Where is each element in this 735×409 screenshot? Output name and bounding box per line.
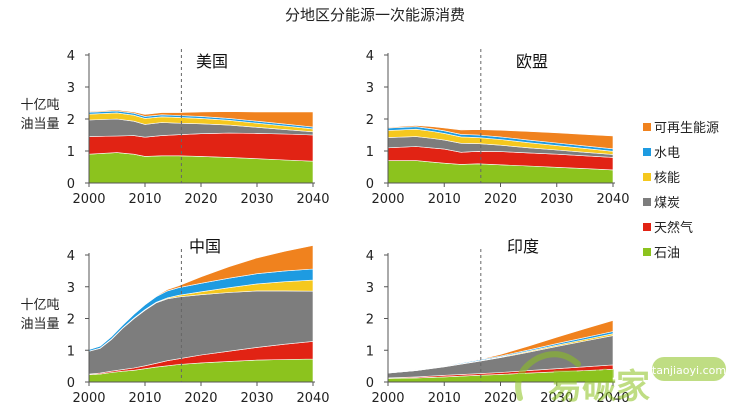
panel-title: 美国 <box>196 52 228 71</box>
x-tick-label: 2010 <box>428 192 461 207</box>
x-tick-label: 2000 <box>371 391 404 406</box>
y-tick-label: 0 <box>67 177 75 192</box>
y-tick-label: 4 <box>67 49 75 64</box>
y-tick-label: 3 <box>67 281 75 296</box>
y-tick-label: 4 <box>366 49 374 64</box>
legend-item: 可再生能源 <box>643 121 719 136</box>
legend-label: 石油 <box>654 246 680 261</box>
legend-swatch <box>643 198 651 206</box>
watermark-text: 易碳家 <box>548 367 650 407</box>
y-tick-label: 0 <box>366 177 374 192</box>
y-axis-label: 十亿吨油当量 <box>20 98 59 132</box>
x-tick-label: 2010 <box>128 391 161 406</box>
y-tick-label: 1 <box>366 145 374 160</box>
x-tick-label: 2020 <box>184 192 217 207</box>
chart-panel-4: 0 1 2 3 4 2000 2010 2020 2030 2040 印度 <box>366 237 630 406</box>
area-可再生能源 <box>387 319 614 374</box>
watermark-badge <box>652 357 726 381</box>
y-tick-label: 0 <box>67 376 75 391</box>
legend-swatch <box>643 123 651 131</box>
x-tick-label: 2040 <box>296 391 329 406</box>
y-tick-label: 0 <box>366 376 374 391</box>
legend-item: 煤炭 <box>643 196 680 211</box>
x-tick-label: 2010 <box>428 391 461 406</box>
y-tick-label: 3 <box>366 81 374 96</box>
x-tick-label: 2000 <box>371 192 404 207</box>
y-axis-label: 十亿吨油当量 <box>20 298 59 332</box>
panel-title: 印度 <box>507 237 539 256</box>
x-tick-label: 2030 <box>540 391 573 406</box>
legend-label: 煤炭 <box>654 196 680 211</box>
watermark: 易碳家 tanjiaoyi.com <box>515 351 726 407</box>
legend-label: 天然气 <box>654 220 693 236</box>
legend-swatch <box>643 248 651 256</box>
x-tick-label: 2030 <box>240 192 273 207</box>
y-tick-label: 2 <box>67 313 75 328</box>
legend-label: 可再生能源 <box>654 121 719 136</box>
y-tick-label: 1 <box>366 344 374 359</box>
x-tick-label: 2010 <box>128 192 161 207</box>
y-tick-label: 1 <box>67 145 75 160</box>
x-tick-label: 2000 <box>72 192 105 207</box>
area-可再生能源 <box>88 109 314 128</box>
legend-item: 天然气 <box>643 220 693 236</box>
y-tick-label: 1 <box>67 344 75 359</box>
y-tick-label: 4 <box>67 249 75 264</box>
x-tick-label: 2020 <box>484 391 517 406</box>
y-tick-label: 2 <box>366 113 374 128</box>
area-可再生能源 <box>88 245 314 350</box>
watermark-swoosh <box>515 351 581 401</box>
panel-title: 欧盟 <box>516 52 548 71</box>
legend-item: 水电 <box>643 146 680 161</box>
x-tick-label: 2040 <box>296 192 329 207</box>
legend-label: 核能 <box>654 171 680 186</box>
legend-swatch <box>643 148 651 156</box>
y-tick-label: 4 <box>366 249 374 264</box>
x-tick-label: 2040 <box>596 391 629 406</box>
legend-item: 石油 <box>643 246 680 261</box>
y-tick-label: 3 <box>67 81 75 96</box>
legend-label: 水电 <box>654 146 680 161</box>
watermark-domain: tanjiaoyi.com <box>652 364 726 377</box>
y-tick-label: 2 <box>67 113 75 128</box>
x-tick-label: 2020 <box>484 192 517 207</box>
legend-swatch <box>643 173 651 181</box>
x-tick-label: 2000 <box>72 391 105 406</box>
x-tick-label: 2020 <box>184 391 217 406</box>
area-可再生能源 <box>387 125 614 150</box>
figure-title: 分地区分能源一次能源消费 <box>285 6 465 24</box>
x-tick-label: 2030 <box>540 192 573 207</box>
x-tick-label: 2030 <box>240 391 273 406</box>
chart-panel-2: 0 1 2 3 4 2000 2010 2020 2030 2040 欧盟 <box>366 49 630 207</box>
y-tick-label: 2 <box>366 313 374 328</box>
panel-title: 中国 <box>189 237 221 256</box>
legend-swatch <box>643 223 651 231</box>
y-tick-label: 3 <box>366 281 374 296</box>
x-tick-label: 2040 <box>596 192 629 207</box>
legend-item: 核能 <box>643 171 680 186</box>
